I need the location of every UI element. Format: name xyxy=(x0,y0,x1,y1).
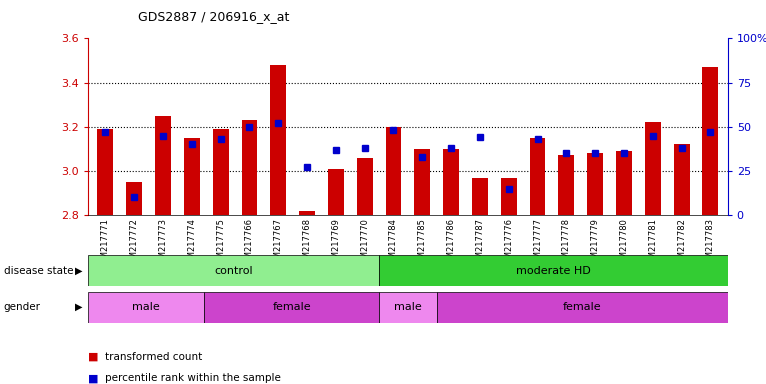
Text: GDS2887 / 206916_x_at: GDS2887 / 206916_x_at xyxy=(138,10,290,23)
Bar xyxy=(379,292,437,323)
Text: male: male xyxy=(394,302,422,312)
Bar xyxy=(558,156,574,215)
Bar xyxy=(437,292,728,323)
Text: control: control xyxy=(214,266,253,276)
Bar xyxy=(616,151,632,215)
Text: percentile rank within the sample: percentile rank within the sample xyxy=(105,373,281,383)
Bar xyxy=(702,67,719,215)
Bar xyxy=(241,120,257,215)
Text: moderate HD: moderate HD xyxy=(516,266,591,276)
Bar xyxy=(472,177,488,215)
Bar xyxy=(213,129,228,215)
Bar xyxy=(385,127,401,215)
Bar xyxy=(97,129,113,215)
Bar xyxy=(184,138,200,215)
Bar xyxy=(444,149,459,215)
Bar xyxy=(673,144,689,215)
Text: ▶: ▶ xyxy=(75,266,83,276)
Text: transformed count: transformed count xyxy=(105,352,202,362)
Bar xyxy=(588,153,603,215)
Bar xyxy=(205,292,379,323)
Bar xyxy=(379,255,728,286)
Bar xyxy=(270,65,286,215)
Bar xyxy=(155,116,171,215)
Text: ■: ■ xyxy=(88,352,99,362)
Bar xyxy=(357,157,372,215)
Text: female: female xyxy=(272,302,311,312)
Text: gender: gender xyxy=(4,302,41,312)
Text: female: female xyxy=(563,302,601,312)
Text: ■: ■ xyxy=(88,373,99,383)
Bar xyxy=(645,122,661,215)
Bar xyxy=(501,177,516,215)
Bar xyxy=(300,210,315,215)
Bar xyxy=(529,138,545,215)
Bar xyxy=(414,149,430,215)
Text: ▶: ▶ xyxy=(75,302,83,312)
Bar xyxy=(328,169,344,215)
Bar xyxy=(126,182,142,215)
Bar xyxy=(88,292,205,323)
Text: disease state: disease state xyxy=(4,266,74,276)
Text: male: male xyxy=(133,302,160,312)
Bar xyxy=(88,255,379,286)
